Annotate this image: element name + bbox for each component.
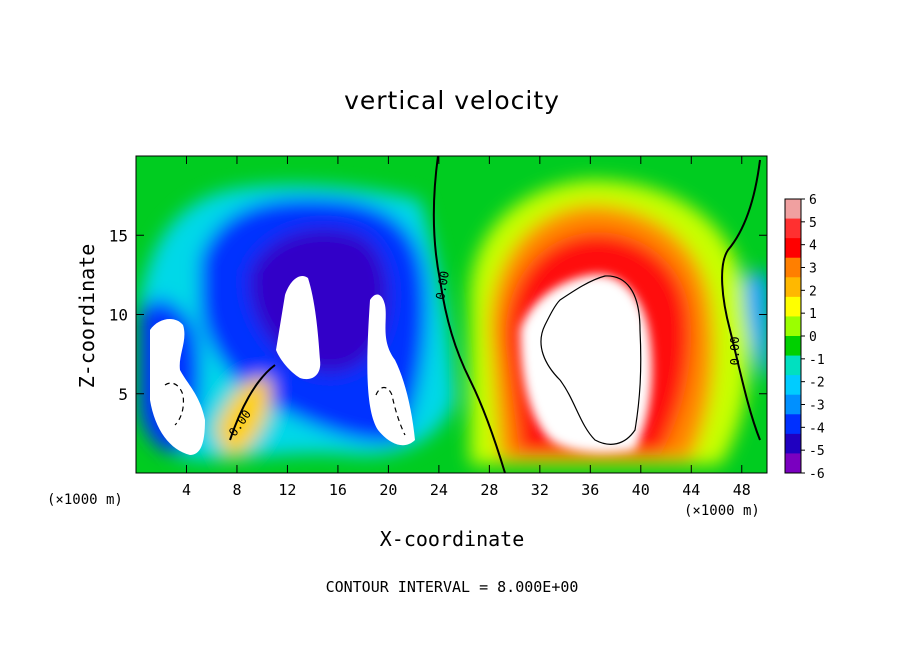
x-tick-label: 20: [379, 481, 397, 499]
y-tick-label: 10: [109, 306, 128, 325]
colorbar-tick-label: -3: [809, 399, 825, 414]
x-axis-label: X-coordinate: [379, 527, 525, 551]
colorbar-tick-label: 1: [809, 307, 817, 322]
colorbar: 6 5 4 3 2 1 0 -1 -2 -3 -4 -5 -6: [784, 193, 825, 482]
y-tick-label: 15: [109, 226, 128, 245]
colorbar-swatch: [785, 375, 801, 396]
colorbar-swatch: [785, 238, 801, 259]
x-tick-label: 16: [329, 481, 347, 499]
colorbar-swatch: [785, 316, 801, 337]
colorbar-tick-label: 4: [809, 239, 817, 254]
x-tick-label: 40: [632, 481, 650, 499]
colorbar-swatch: [785, 355, 801, 376]
x-tick-label: 28: [480, 481, 498, 499]
colorbar-tick-label: -2: [809, 376, 825, 391]
x-tick-label: 24: [430, 481, 448, 499]
x-tick-label: 4: [182, 481, 191, 499]
contour-label: 0.00: [728, 337, 742, 366]
y-axis-label: Z-coordinate: [75, 243, 99, 389]
colorbar-swatch: [785, 296, 801, 317]
colorbar-tick-label: 3: [809, 262, 817, 277]
x-tick-label: 36: [581, 481, 599, 499]
colorbar-swatch: [785, 277, 801, 298]
colorbar-swatch: [785, 257, 801, 278]
colorbar-tick-label: 0: [809, 330, 817, 345]
colorbar-tick-label: 6: [809, 193, 817, 208]
colorbar-swatch: [785, 336, 801, 357]
x-tick-label: 32: [531, 481, 549, 499]
x-axis-ticks: 4 8 12 16 20 24 28 32 36 40 44 48: [182, 156, 751, 499]
x-tick-label: 12: [278, 481, 296, 499]
heatmap-field: [136, 156, 767, 473]
colorbar-tick-label: -1: [809, 353, 825, 368]
x-tick-label: 8: [232, 481, 241, 499]
colorbar-tick-label: -6: [809, 467, 825, 482]
x-tick-label: 44: [682, 481, 700, 499]
chart-title: vertical velocity: [344, 86, 560, 115]
colorbar-tick-label: 5: [809, 216, 817, 231]
colorbar-tick-label: -4: [809, 421, 825, 436]
x-unit-left: (×1000 m): [47, 492, 123, 508]
contour-label: 0.00: [433, 270, 452, 301]
contour-interval-note: CONTOUR INTERVAL = 8.000E+00: [325, 578, 579, 596]
colorbar-swatch: [785, 453, 801, 474]
colorbar-tick-label: 2: [809, 284, 817, 299]
y-tick-label: 5: [118, 385, 128, 404]
colorbar-tick-label: -5: [809, 444, 825, 459]
colorbar-swatch: [785, 414, 801, 435]
x-unit-right: (×1000 m): [684, 503, 760, 519]
y-axis-ticks: 5 10 15: [109, 226, 767, 404]
x-tick-label: 48: [733, 481, 751, 499]
colorbar-swatch: [785, 433, 801, 454]
colorbar-swatch: [785, 394, 801, 415]
colorbar-swatch: [785, 199, 801, 220]
colorbar-swatch: [785, 218, 801, 239]
